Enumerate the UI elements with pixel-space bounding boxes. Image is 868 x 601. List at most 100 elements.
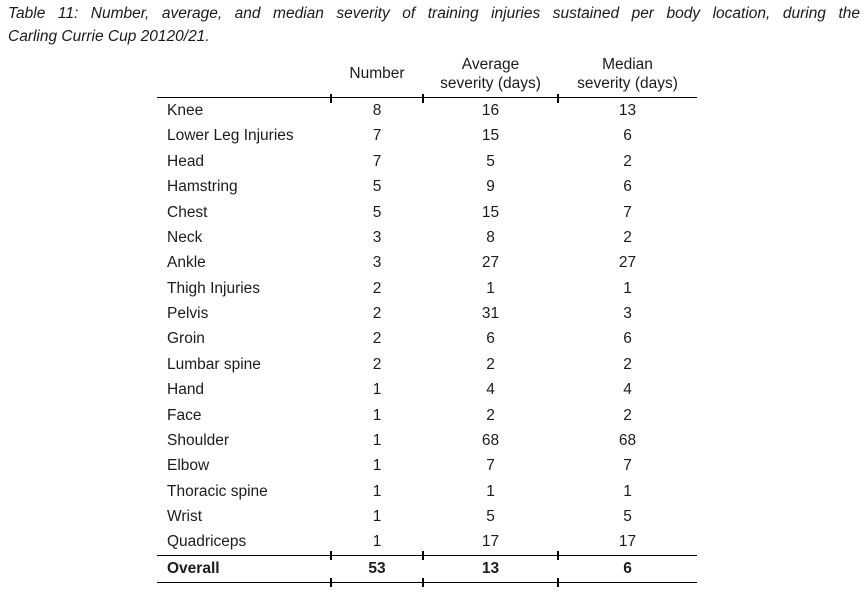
table-row: Lower Leg Injuries 7 15 6	[157, 123, 697, 148]
header-body-location	[157, 52, 331, 97]
median-severity-cell: 17	[618, 533, 637, 551]
median-severity-cell: 6	[623, 178, 632, 196]
average-severity-cell: 16	[481, 102, 500, 119]
table-caption-line-2: Carling Currie Cup 20120/21.	[8, 28, 210, 45]
table-row: Head 7 5 2	[157, 149, 697, 174]
median-severity-cell: 2	[623, 355, 632, 373]
number-cell: 1	[372, 508, 382, 525]
overall-median-cell: 6	[623, 559, 632, 577]
number-cell: 2	[372, 355, 382, 373]
column-divider-tick	[422, 578, 424, 588]
average-severity-cell: 31	[481, 305, 500, 322]
median-severity-cell: 7	[623, 203, 632, 221]
average-severity-cell: 1	[486, 279, 495, 297]
number-cell: 7	[372, 127, 382, 145]
table-row: Knee 8 16 13	[157, 98, 697, 123]
body-location-cell: Quadriceps	[167, 533, 247, 551]
median-severity-cell: 27	[618, 254, 637, 272]
column-divider-tick	[557, 93, 559, 103]
number-cell: 5	[372, 178, 382, 196]
body-location-cell: Wrist	[167, 508, 203, 525]
median-severity-cell: 13	[618, 102, 637, 119]
median-severity-cell: 2	[623, 228, 632, 246]
table-row: Ankle 3 27 27	[157, 250, 697, 275]
number-cell: 2	[372, 330, 382, 348]
table-row: Face 1 2 2	[157, 403, 697, 428]
number-cell: 1	[372, 482, 382, 500]
table-row: Quadriceps 1 17 17	[157, 529, 697, 554]
number-cell: 2	[372, 305, 382, 322]
number-cell: 5	[372, 203, 382, 221]
table-row: Lumbar spine 2 2 2	[157, 352, 697, 377]
average-severity-cell: 8	[486, 228, 495, 246]
average-severity-cell: 6	[486, 330, 495, 348]
body-location-cell: Shoulder	[167, 431, 230, 449]
median-severity-cell: 1	[623, 482, 632, 500]
average-severity-cell: 4	[486, 381, 495, 399]
table-row: Hamstring 5 9 6	[157, 174, 697, 199]
table-row: Neck 3 8 2	[157, 225, 697, 250]
median-severity-cell: 3	[623, 305, 632, 322]
overall-average-cell: 13	[481, 559, 500, 577]
column-divider-tick	[330, 551, 332, 561]
number-cell: 1	[372, 381, 382, 399]
body-location-cell: Pelvis	[167, 305, 209, 322]
column-divider-tick	[557, 551, 559, 561]
body-location-cell: Knee	[167, 102, 204, 119]
overall-number-cell: 53	[368, 559, 386, 577]
column-divider-tick	[422, 551, 424, 561]
average-severity-cell: 17	[481, 533, 500, 551]
table-row: Pelvis 2 31 3	[157, 301, 697, 326]
body-location-cell: Neck	[167, 228, 203, 246]
average-severity-cell: 7	[486, 457, 495, 475]
average-severity-cell: 27	[481, 254, 500, 272]
body-location-cell: Groin	[167, 330, 205, 348]
median-severity-cell: 68	[618, 431, 637, 449]
column-divider-tick	[557, 578, 559, 588]
column-divider-tick	[330, 93, 332, 103]
overall-row: Overall 53 13 6	[157, 556, 697, 582]
column-divider-tick	[330, 578, 332, 588]
header-rule	[157, 93, 697, 103]
header-number: Number	[349, 65, 405, 83]
header-average-severity: Average severity (days)	[440, 56, 541, 92]
body-location-cell: Head	[167, 152, 205, 170]
header-median-severity: Median severity (days)	[577, 56, 678, 92]
table-header-row: Number Average severity (days) Median se…	[157, 52, 697, 97]
table-caption-line-1: Table 11: Number, average, and median se…	[8, 5, 860, 22]
number-cell: 7	[372, 152, 382, 170]
body-location-cell: Thoracic spine	[167, 482, 268, 500]
table-row: Wrist 1 5 5	[157, 504, 697, 529]
body-location-cell: Hamstring	[167, 178, 238, 196]
average-severity-cell: 5	[486, 508, 495, 525]
column-divider-tick	[422, 93, 424, 103]
number-cell: 1	[372, 431, 382, 449]
table-caption: Table 11: Number, average, and median se…	[8, 2, 860, 48]
median-severity-cell: 2	[623, 406, 632, 424]
median-severity-cell: 5	[623, 508, 632, 525]
average-severity-cell: 1	[486, 482, 495, 500]
median-severity-cell: 2	[623, 152, 632, 170]
body-location-cell: Lumbar spine	[167, 355, 261, 373]
number-cell: 3	[372, 254, 382, 272]
body-location-cell: Thigh Injuries	[167, 279, 261, 297]
table-row: Elbow 1 7 7	[157, 453, 697, 478]
average-severity-cell: 68	[481, 431, 500, 449]
average-severity-cell: 15	[481, 127, 500, 145]
overall-top-rule	[157, 551, 697, 561]
median-severity-cell: 6	[623, 127, 632, 145]
number-cell: 1	[372, 406, 382, 424]
table-body: Knee 8 16 13 Lower Leg Injuries 7 15 6 H…	[157, 98, 697, 555]
median-severity-cell: 6	[623, 330, 632, 348]
median-severity-cell: 7	[623, 457, 632, 475]
table-row: Thoracic spine 1 1 1	[157, 479, 697, 504]
median-severity-cell: 4	[623, 381, 632, 399]
body-location-cell: Face	[167, 406, 202, 424]
table-row: Thigh Injuries 2 1 1	[157, 276, 697, 301]
number-cell: 1	[372, 457, 382, 475]
table-row: Hand 1 4 4	[157, 377, 697, 402]
number-cell: 1	[372, 533, 382, 551]
average-severity-cell: 5	[486, 152, 495, 170]
number-cell: 2	[372, 279, 382, 297]
